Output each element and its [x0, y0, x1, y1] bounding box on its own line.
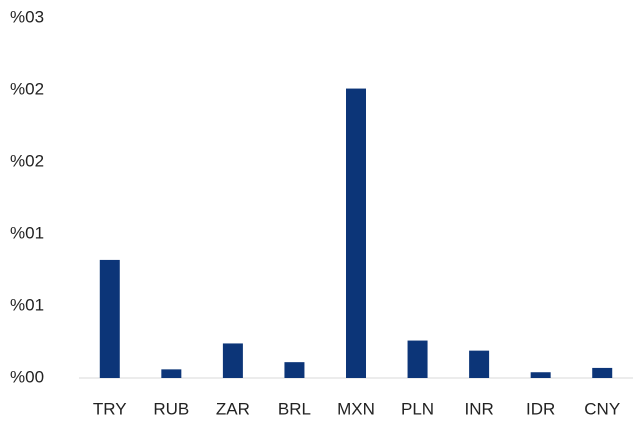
- y-tick-label: %02: [10, 151, 44, 170]
- x-tick-label: ZAR: [216, 399, 250, 418]
- bar: [222, 343, 243, 378]
- bar: [346, 88, 366, 378]
- bar: [407, 340, 428, 378]
- x-tick-label: INR: [464, 399, 493, 418]
- x-tick-label: BRL: [278, 399, 311, 418]
- x-tick-label: TRY: [93, 399, 127, 418]
- x-tick-label: CNY: [584, 399, 620, 418]
- bar: [530, 372, 551, 378]
- x-tick-label: MXN: [337, 399, 375, 418]
- bar: [469, 350, 490, 378]
- y-tick-label: %00: [10, 367, 44, 386]
- bar: [99, 259, 120, 378]
- x-tick-label: IDR: [526, 399, 555, 418]
- bar: [161, 369, 182, 378]
- y-tick-label: %01: [10, 295, 44, 314]
- y-tick-label: %01: [10, 223, 44, 242]
- bar: [592, 367, 613, 378]
- x-tick-label: RUB: [153, 399, 189, 418]
- y-tick-label: %02: [10, 79, 44, 98]
- y-tick-label: %03: [10, 7, 44, 26]
- bar: [284, 362, 305, 378]
- x-tick-label: PLN: [401, 399, 434, 418]
